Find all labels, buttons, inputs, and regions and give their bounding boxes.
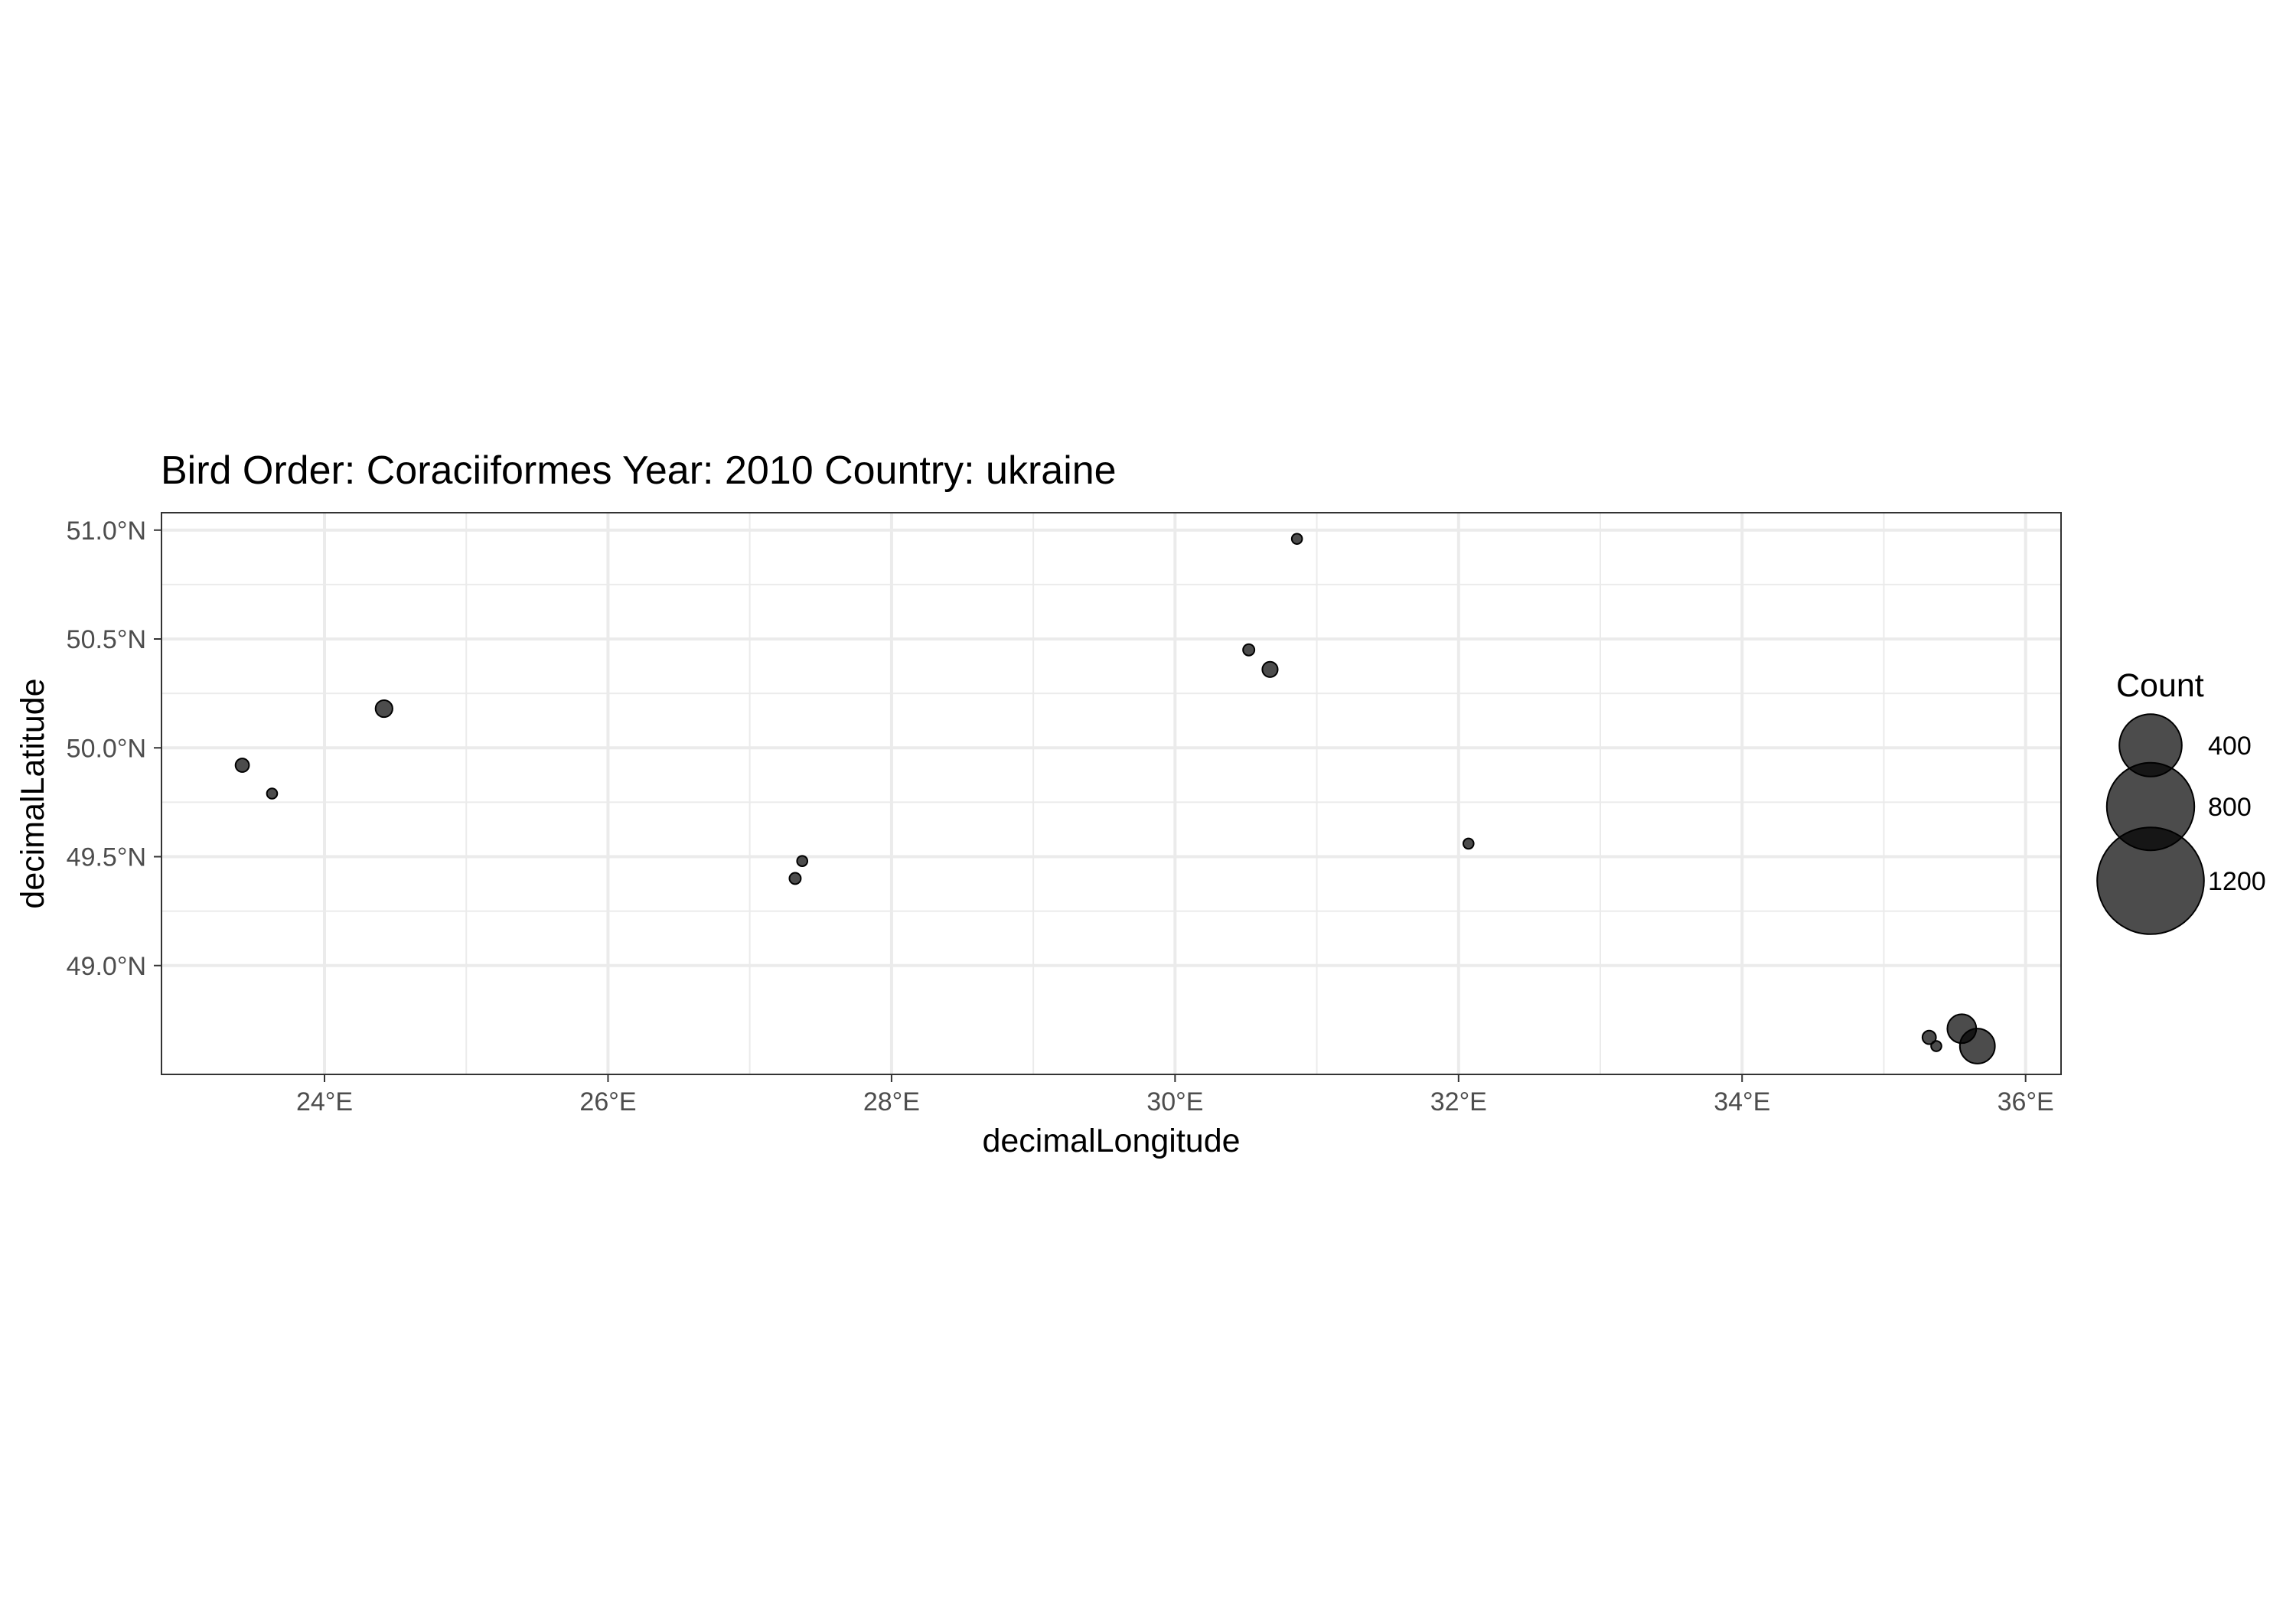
legend-title: Count (2116, 667, 2204, 704)
data-point (234, 758, 250, 773)
data-point (1958, 1028, 1996, 1064)
legend: Count 400 800 1200 (2096, 667, 2266, 935)
chart-title: Bird Order: Coraciiformes Year: 2010 Cou… (161, 448, 1117, 493)
data-point (1462, 837, 1475, 850)
x-tick-label: 34°E (1714, 1087, 1770, 1116)
data-point (1242, 643, 1256, 657)
legend-label: 1200 (2208, 867, 2266, 896)
x-tick-label: 24°E (296, 1087, 353, 1116)
y-tick-label: 51.0°N (67, 517, 146, 546)
y-tick-label: 49.0°N (67, 952, 146, 981)
data-point (796, 855, 809, 867)
legend-label: 800 (2208, 793, 2252, 822)
y-tick-label: 50.5°N (67, 625, 146, 654)
x-tick-label: 28°E (863, 1087, 920, 1116)
data-point (374, 699, 393, 719)
grid (161, 513, 2061, 1074)
legend-key (2096, 826, 2205, 935)
data-point (1921, 1029, 1937, 1045)
legend-label: 400 (2208, 732, 2252, 761)
y-axis-title: decimalLatitude (15, 678, 51, 908)
x-axis-ticks: 24°E 26°E 28°E 30°E 32°E 34°E 36°E (296, 1074, 2054, 1116)
y-axis-ticks: 49.0°N 49.5°N 50.0°N 50.5°N 51.0°N (67, 517, 161, 981)
y-tick-label: 50.0°N (67, 734, 146, 763)
points (234, 533, 1996, 1064)
x-tick-label: 36°E (1998, 1087, 2054, 1116)
data-point (1930, 1040, 1942, 1052)
data-point (788, 872, 802, 885)
x-tick-label: 26°E (579, 1087, 636, 1116)
x-axis-title: decimalLongitude (982, 1123, 1240, 1159)
panel-border (161, 512, 2062, 1075)
x-tick-label: 30°E (1146, 1087, 1203, 1116)
data-point (266, 787, 279, 800)
data-point (1290, 533, 1303, 545)
data-point (1261, 660, 1279, 678)
y-tick-label: 49.5°N (67, 843, 146, 872)
panel-background (161, 513, 2061, 1074)
x-tick-label: 32°E (1430, 1087, 1487, 1116)
